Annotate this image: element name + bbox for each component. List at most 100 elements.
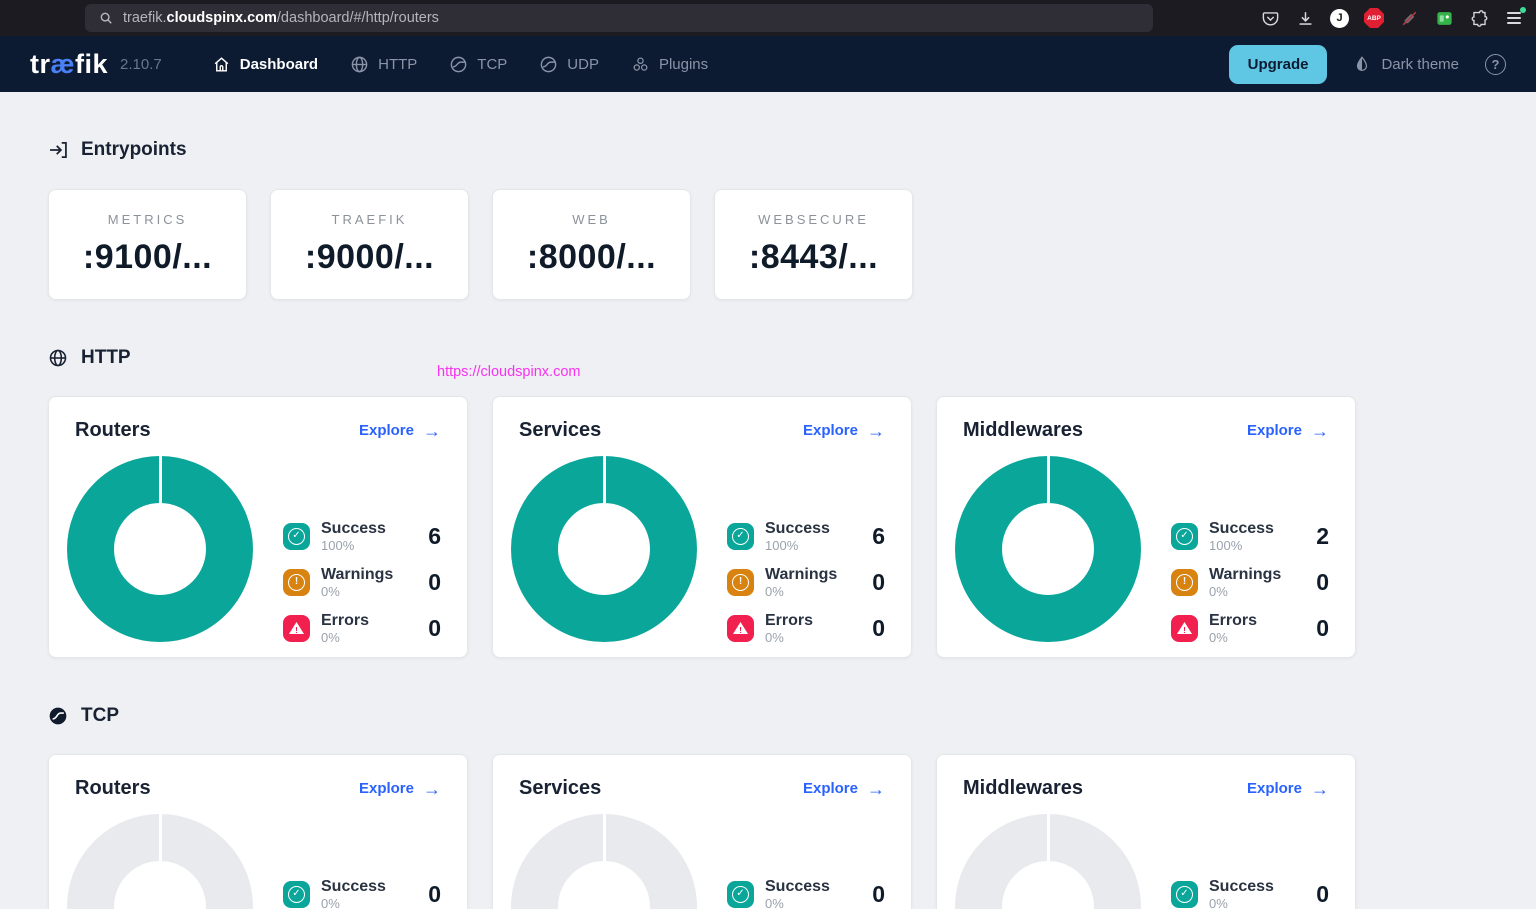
version-label: 2.10.7 (120, 56, 162, 73)
donut-chart (955, 456, 1141, 642)
http-middlewares-card: Middlewares Explore→ ✓ Success100% 2 ! W… (936, 396, 1356, 658)
pocket-icon[interactable] (1260, 8, 1280, 28)
donut-chart (67, 814, 253, 909)
globe-icon (48, 348, 68, 368)
droplet-icon (1353, 55, 1371, 73)
nav-label: TCP (477, 56, 507, 73)
entrypoint-name: METRICS (108, 212, 188, 227)
download-icon[interactable] (1295, 8, 1315, 28)
tcp-heading: TCP (48, 705, 1488, 727)
arrow-right-icon: → (1311, 422, 1329, 440)
entrypoint-port: :9100/... (83, 238, 212, 277)
help-icon[interactable]: ? (1485, 54, 1506, 75)
address-bar[interactable]: traefik.cloudspinx.com/dashboard/#/http/… (85, 4, 1153, 32)
stat-row-success: ✓ Success100% 2 (1171, 513, 1329, 559)
extensions-puzzle-icon[interactable] (1469, 8, 1489, 28)
nav-label: HTTP (378, 56, 417, 73)
card-title: Middlewares (963, 419, 1083, 442)
search-icon (99, 11, 113, 25)
entrypoint-port: :9000/... (305, 238, 434, 277)
explore-link[interactable]: Explore→ (1247, 422, 1329, 440)
stat-value: 0 (1316, 881, 1329, 908)
stat-value: 0 (428, 615, 441, 642)
entrypoint-name: WEB (572, 212, 611, 227)
menu-icon[interactable] (1504, 8, 1524, 28)
http-services-card: Services Explore→ ✓ Success100% 6 ! Warn… (492, 396, 912, 658)
screen: traefik.cloudspinx.com/dashboard/#/http/… (0, 0, 1536, 909)
tcp-routers-card: Routers Explore→ ✓ Success0% 0 ! Warning… (48, 754, 468, 909)
stat-row-success: ✓ Success100% 6 (727, 513, 885, 559)
nav-item-plugins[interactable]: Plugins (631, 55, 708, 74)
stat-value: 0 (872, 881, 885, 908)
warning-icon: ! (283, 569, 310, 596)
warning-icon: ! (1171, 569, 1198, 596)
http-heading: HTTP (48, 347, 1488, 369)
stat-row-warnings: ! Warnings0% 0 (727, 559, 885, 605)
stat-value: 2 (1316, 523, 1329, 550)
stat-row-warnings: ! Warnings0% 0 (283, 559, 441, 605)
warning-icon: ! (727, 569, 754, 596)
arrow-right-icon: → (423, 422, 441, 440)
entrypoints-heading: Entrypoints (48, 139, 1488, 161)
stat-value: 0 (872, 569, 885, 596)
entrypoint-name: WEBSECURE (758, 212, 869, 227)
nav-item-dashboard[interactable]: Dashboard (212, 55, 318, 74)
success-icon: ✓ (1171, 523, 1198, 550)
dark-theme-label: Dark theme (1381, 56, 1459, 73)
upgrade-button[interactable]: Upgrade (1229, 45, 1328, 84)
explore-link[interactable]: Explore→ (803, 780, 885, 798)
account-avatar[interactable]: J (1330, 9, 1349, 28)
tcp-services-card: Services Explore→ ✓ Success0% 0 ! Warnin… (492, 754, 912, 909)
nav-label: Plugins (659, 56, 708, 73)
error-icon: ! (727, 615, 754, 642)
plugins-icon (631, 55, 650, 74)
nav-label: Dashboard (240, 56, 318, 73)
browser-toolbar: traefik.cloudspinx.com/dashboard/#/http/… (0, 0, 1536, 36)
nav-item-http[interactable]: HTTP (350, 55, 417, 74)
disabled-extension-icon[interactable] (1399, 8, 1419, 28)
stat-row-warnings: ! Warnings0% 0 (1171, 559, 1329, 605)
home-icon (212, 55, 231, 74)
stat-value: 0 (1316, 615, 1329, 642)
arrow-right-icon: → (867, 780, 885, 798)
tcp-icon (48, 706, 68, 726)
stat-row-success: ✓ Success0% 0 (727, 871, 885, 909)
watermark-url: https://cloudspinx.com (437, 364, 580, 380)
adblock-icon[interactable]: ABP (1364, 8, 1384, 28)
explore-link[interactable]: Explore→ (1247, 780, 1329, 798)
card-title: Routers (75, 419, 151, 442)
explore-link[interactable]: Explore→ (359, 422, 441, 440)
entrypoint-card-metrics: METRICS :9100/... (48, 189, 247, 300)
green-extension-icon[interactable] (1434, 8, 1454, 28)
success-icon: ✓ (727, 881, 754, 908)
stat-value: 0 (1316, 569, 1329, 596)
success-icon: ✓ (727, 523, 754, 550)
card-title: Services (519, 777, 601, 800)
entrypoint-port: :8000/... (527, 238, 656, 277)
nav-item-tcp[interactable]: TCP (449, 55, 507, 74)
stat-value: 6 (428, 523, 441, 550)
card-title: Routers (75, 777, 151, 800)
stat-row-success: ✓ Success100% 6 (283, 513, 441, 559)
entrypoints-icon (48, 140, 68, 160)
stat-row-success: ✓ Success0% 0 (1171, 871, 1329, 909)
entrypoint-card-traefik: TRAEFIK :9000/... (270, 189, 469, 300)
error-icon: ! (1171, 615, 1198, 642)
entrypoint-port: :8443/... (749, 238, 878, 277)
globe-icon (350, 55, 369, 74)
explore-link[interactable]: Explore→ (803, 422, 885, 440)
entrypoint-card-web: WEB :8000/... (492, 189, 691, 300)
nav-item-udp[interactable]: UDP (539, 55, 599, 74)
card-title: Middlewares (963, 777, 1083, 800)
donut-chart (511, 456, 697, 642)
tcp-middlewares-card: Middlewares Explore→ ✓ Success0% 0 ! War… (936, 754, 1356, 909)
stat-value: 0 (428, 881, 441, 908)
dark-theme-toggle[interactable]: Dark theme (1353, 55, 1459, 73)
udp-icon (539, 55, 558, 74)
stat-value: 0 (872, 615, 885, 642)
arrow-right-icon: → (867, 422, 885, 440)
donut-chart (511, 814, 697, 909)
stat-value: 6 (872, 523, 885, 550)
explore-link[interactable]: Explore→ (359, 780, 441, 798)
stat-row-errors: ! Errors0% 0 (1171, 605, 1329, 651)
